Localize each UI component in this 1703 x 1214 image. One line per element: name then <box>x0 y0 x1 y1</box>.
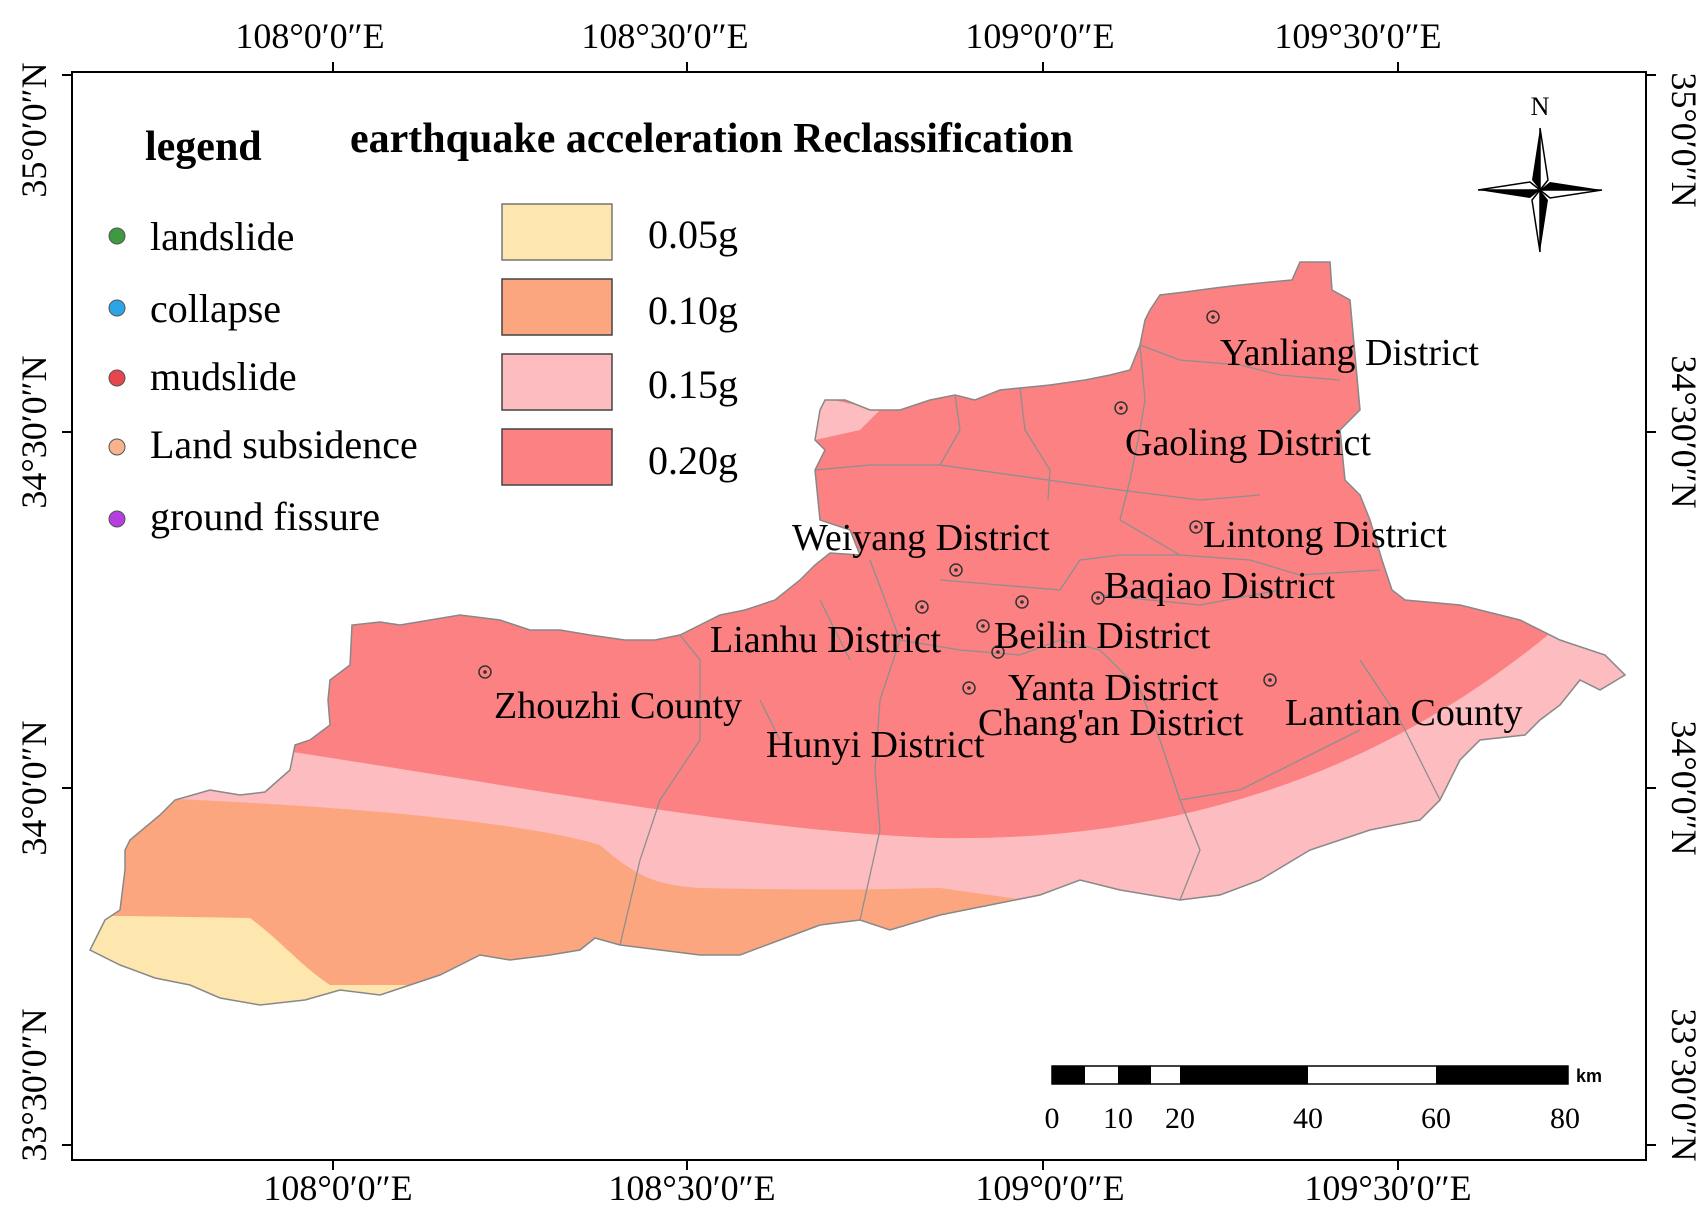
district-label-beilin: Beilin District <box>994 615 1211 657</box>
legend-item-collapse: collapse <box>108 286 281 331</box>
legend-title: legend <box>145 124 262 170</box>
collapse-symbol <box>108 299 126 317</box>
legend-class-0.10g: 0.10g <box>501 278 738 336</box>
legend-class-label: 0.15g <box>648 362 738 407</box>
district-marker <box>915 600 929 614</box>
scale-tick-label: 60 <box>1421 1102 1451 1135</box>
district-label-changan: Chang'an District <box>978 702 1244 744</box>
district-label-baqiao: Baqiao District <box>1104 565 1336 607</box>
right-tick-labels: 35°0′0″N 34°30′0″N 34°0′0″N 33°30′0″N <box>1664 72 1703 1161</box>
legend-item-label: collapse <box>150 286 281 331</box>
district-marker <box>1091 591 1105 605</box>
legend-item-ground-fissure: ground fissure <box>108 494 380 539</box>
north-label: N <box>1531 92 1550 121</box>
legend-item-label: landslide <box>150 214 294 259</box>
district-marker <box>991 645 1005 659</box>
right-tick-label: 35°0′0″N <box>1664 72 1703 207</box>
region-outline <box>88 261 1627 1006</box>
legend-item-land-subsidence: Land subsidence <box>108 422 418 467</box>
district-marker <box>962 681 976 695</box>
district-label-hunyi: Hunyi District <box>766 724 985 766</box>
legend-item-landslide: landslide <box>108 214 294 259</box>
scale-unit: km <box>1576 1066 1602 1086</box>
district-labels: Yanliang District Gaoling District Linto… <box>494 332 1522 766</box>
top-tick-label: 109°30′0″E <box>1274 16 1441 56</box>
legend-swatch <box>501 203 613 261</box>
left-tick-label: 34°0′0″N <box>14 720 54 855</box>
district-marker <box>478 665 492 679</box>
bottom-tick-label: 108°30′0″E <box>608 1168 775 1208</box>
district-marker <box>949 563 963 577</box>
legend-class-label: 0.05g <box>648 212 738 257</box>
district-marker <box>1189 520 1203 534</box>
district-marker <box>1263 673 1277 687</box>
district-marker <box>1114 401 1128 415</box>
scale-tick-label: 40 <box>1293 1102 1323 1135</box>
left-tick-labels: 35°0′0″N 34°30′0″N 34°0′0″N 33°30′0″N <box>14 62 54 1161</box>
district-marker <box>1206 310 1220 324</box>
district-label-gaoling: Gaoling District <box>1125 422 1371 464</box>
top-tick-label: 108°30′0″E <box>581 16 748 56</box>
map-title: earthquake acceleration Reclassification <box>350 116 1073 162</box>
hazard-legend: landslide collapse mudslide Land subside… <box>108 214 418 539</box>
district-boundaries <box>619 344 1441 946</box>
district-label-yanta: Yanta District <box>1008 667 1219 709</box>
graticule-ticks <box>62 62 1656 1170</box>
scale-bar: km 0 10 20 40 60 80 <box>1045 1065 1602 1135</box>
legend-class-label: 0.10g <box>648 288 738 333</box>
landslide-symbol <box>108 227 126 245</box>
legend-item-label: ground fissure <box>150 494 380 539</box>
district-label-lintong: Lintong District <box>1203 514 1447 556</box>
bottom-tick-label: 108°0′0″E <box>263 1168 412 1208</box>
top-tick-labels: 108°0′0″E 108°30′0″E 109°0′0″E 109°30′0″… <box>235 16 1441 56</box>
ground-fissure-symbol <box>108 510 126 528</box>
scale-tick-label: 80 <box>1550 1102 1580 1135</box>
legend-item-mudslide: mudslide <box>108 354 297 399</box>
scale-tick-label: 0 <box>1045 1102 1060 1135</box>
district-marker <box>1015 595 1029 609</box>
legend-swatch <box>501 353 613 411</box>
district-label-lianhu: Lianhu District <box>710 619 942 661</box>
district-label-lantian: Lantian County <box>1285 692 1522 734</box>
legend-item-label: mudslide <box>150 354 297 399</box>
right-tick-label: 34°0′0″N <box>1664 720 1703 855</box>
legend-class-label: 0.20g <box>648 438 738 483</box>
bottom-tick-labels: 108°0′0″E 108°30′0″E 109°0′0″E 109°30′0″… <box>263 1168 1471 1208</box>
legend-swatch <box>501 428 613 486</box>
right-tick-label: 33°30′0″N <box>1664 1008 1703 1161</box>
top-tick-label: 108°0′0″E <box>235 16 384 56</box>
mudslide-symbol <box>108 369 126 387</box>
legend-item-label: Land subsidence <box>150 422 418 467</box>
scale-tick-label: 20 <box>1165 1102 1195 1135</box>
left-tick-label: 35°0′0″N <box>14 62 54 197</box>
scale-tick-label: 10 <box>1103 1102 1133 1135</box>
bottom-tick-label: 109°30′0″E <box>1304 1168 1471 1208</box>
right-tick-label: 34°30′0″N <box>1664 355 1703 508</box>
north-arrow-icon: N <box>1477 92 1603 253</box>
top-tick-label: 109°0′0″E <box>965 16 1114 56</box>
left-tick-label: 33°30′0″N <box>14 1008 54 1161</box>
legend-class-0.20g: 0.20g <box>501 428 738 486</box>
district-marker <box>976 619 990 633</box>
district-label-zhouzhi: Zhouzhi County <box>494 685 742 727</box>
legend-class-0.05g: 0.05g <box>501 203 738 261</box>
district-label-weiyang: Weiyang District <box>792 517 1050 559</box>
district-markers <box>478 310 1277 695</box>
legend-class-0.15g: 0.15g <box>501 353 738 411</box>
district-label-yanliang: Yanliang District <box>1220 332 1479 374</box>
legend-swatch <box>501 278 613 336</box>
left-tick-label: 34°30′0″N <box>14 355 54 508</box>
bottom-tick-label: 109°0′0″E <box>975 1168 1124 1208</box>
acceleration-legend: 0.05g 0.10g 0.15g 0.20g <box>501 203 738 486</box>
land-subsidence-symbol <box>108 438 126 456</box>
